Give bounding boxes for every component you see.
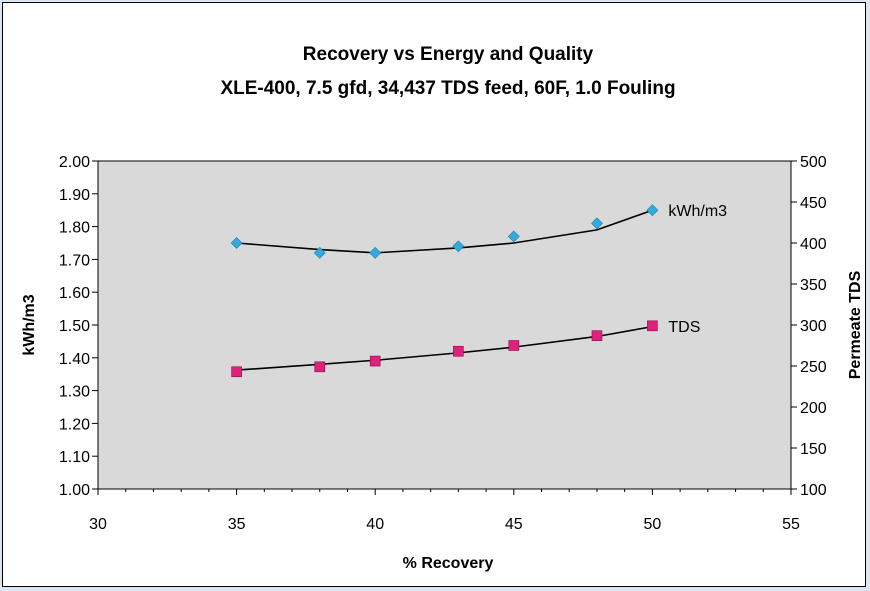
y2-tick-label: 350 (800, 277, 827, 294)
kwh-data-point (507, 230, 520, 243)
kwh-data-point (369, 246, 382, 259)
plot-area (97, 160, 792, 490)
y2-tick-label: 200 (800, 400, 827, 417)
tds-data-point (369, 355, 381, 367)
y2-tick-label: 150 (800, 441, 827, 458)
x-tick-label: 35 (228, 516, 246, 533)
y2-tick-label: 450 (800, 195, 827, 212)
y-tick-label: 1.00 (59, 482, 90, 499)
y2-axis-label: Permeate TDS (847, 270, 864, 379)
x-tick-label: 30 (89, 516, 107, 533)
x-tick-label: 50 (644, 516, 662, 533)
tds-data-point (647, 320, 658, 332)
data-markers (230, 204, 659, 378)
y-axis-right: 100 150 200 250 300 350 400 450 500 (791, 154, 827, 499)
y-tick-label: 1.60 (59, 285, 90, 302)
y2-tick-label: 300 (800, 318, 827, 335)
series-labels: kWh/m3 TDS (668, 203, 727, 336)
y-tick-label: 1.20 (59, 416, 90, 433)
x-axis: 30 35 40 45 50 55 (89, 489, 800, 533)
kwh-data-point (646, 204, 659, 217)
y2-tick-label: 500 (800, 154, 827, 171)
y2-tick-label: 100 (800, 482, 827, 499)
y-tick-label: 2.00 (59, 154, 90, 171)
x-tick-label: 55 (782, 516, 800, 533)
tds-data-point (453, 345, 464, 357)
chart-title: Recovery vs Energy and Quality (303, 44, 594, 65)
kwh-data-point (313, 246, 326, 259)
x-tick-label: 45 (505, 516, 523, 533)
y-tick-label: 1.10 (59, 449, 90, 466)
chart-subtitle: XLE-400, 7.5 gfd, 34,437 TDS feed, 60F, … (220, 78, 675, 99)
y-tick-label: 1.70 (59, 252, 90, 269)
x-tick-label: 40 (366, 516, 384, 533)
y-axis-left: 1.00 1.10 1.20 1.30 1.40 1.50 1.60 1.70 1.80 1.90… (59, 154, 98, 499)
tds-data-point (314, 361, 326, 373)
kwh-data-point (230, 237, 243, 249)
series-label-kwh: kWh/m3 (668, 203, 727, 220)
y2-tick-label: 250 (800, 359, 827, 376)
y-tick-label: 1.40 (59, 351, 90, 368)
tds-data-point (591, 330, 603, 341)
tds-data-point (508, 340, 520, 351)
kwh-data-point (591, 217, 603, 230)
y-tick-label: 1.30 (59, 384, 90, 401)
y-axis-label: kWh/m3 (21, 294, 38, 355)
series-label-tds: TDS (668, 319, 700, 336)
y-tick-label: 1.50 (59, 318, 90, 335)
x-axis-label: % Recovery (403, 555, 494, 572)
y-tick-label: 1.80 (59, 220, 90, 237)
y2-tick-label: 400 (800, 236, 827, 253)
y-tick-label: 1.90 (59, 187, 90, 204)
tds-data-point (231, 366, 242, 378)
kwh-data-point (452, 240, 465, 253)
